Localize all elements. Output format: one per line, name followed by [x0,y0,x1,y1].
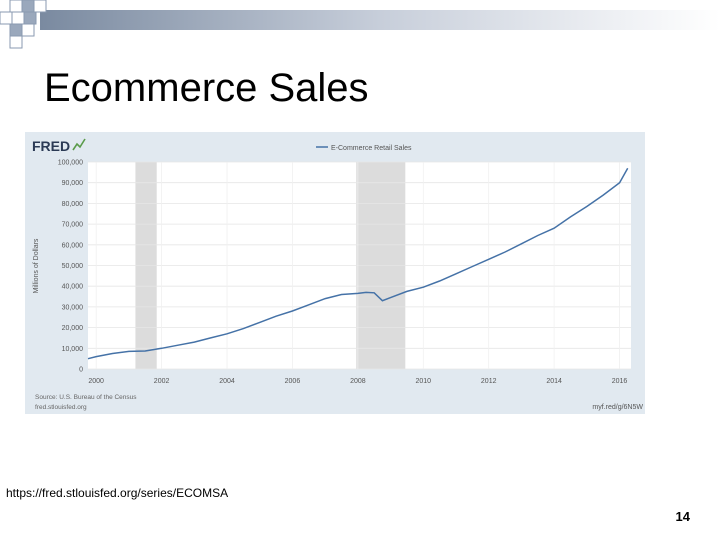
y-tick-labels: 0 10,000 20,000 30,000 40,000 50,000 60,000 70,… [58,160,83,374]
y-axis-label: Millions of Dollars [33,238,40,293]
series-line-ecommerce-sales [87,167,629,360]
title-gradient-bar [40,10,720,30]
fred-logo-chart-icon [72,138,86,151]
x-tick-label-1: 2002 [154,378,170,385]
y-tick-label-0: 0 [79,367,83,374]
x-tick-label-6: 2012 [481,378,497,385]
x-tick-label-7: 2014 [546,378,562,385]
x-tick-labels: 2000 2002 2004 2006 2008 2010 2012 2014 2016 [88,378,627,385]
x-tick-label-0: 2000 [88,378,104,385]
y-tick-label-1: 10,000 [62,346,84,353]
y-tick-label-10: 100,000 [58,160,83,167]
x-tick-label-5: 2010 [415,378,431,385]
title-bar-decoration [0,0,720,49]
fred-chart-panel: FRED E-Commerce Retail Sales 0 10,000 20,0… [25,132,645,414]
y-tick-label-8: 80,000 [62,201,84,208]
x-tick-label-4: 2008 [350,378,366,385]
y-tick-label-5: 50,000 [62,263,84,270]
y-tick-label-6: 60,000 [62,242,84,249]
x-tick-label-8: 2016 [612,378,628,385]
legend: E-Commerce Retail Sales [316,145,412,152]
page-number: 14 [675,509,690,524]
fred-chart: FRED E-Commerce Retail Sales 0 10,000 20,0… [32,138,643,411]
y-tick-label-2: 20,000 [62,325,84,332]
x-tick-label-3: 2006 [285,378,301,385]
y-tick-label-7: 70,000 [62,222,84,229]
fred-shortlink: myf.red/g/6N5W [592,404,643,411]
source-url-link[interactable]: https://fred.stlouisfed.org/series/ECOMS… [6,486,229,500]
legend-label: E-Commerce Retail Sales [331,145,412,152]
fred-site: fred.stlouisfed.org [35,404,87,411]
gridlines [88,161,631,370]
y-tick-label-4: 40,000 [62,284,84,291]
x-tick-label-2: 2004 [219,378,235,385]
fred-logo: FRED [32,138,86,154]
y-tick-label-3: 30,000 [62,304,84,311]
y-tick-label-9: 90,000 [62,180,84,187]
fred-logo-text: FRED [32,138,70,154]
slide-title: Ecommerce Sales [44,66,369,110]
fred-source: Source: U.S. Bureau of the Census [35,394,137,401]
checker-squares [0,0,47,49]
